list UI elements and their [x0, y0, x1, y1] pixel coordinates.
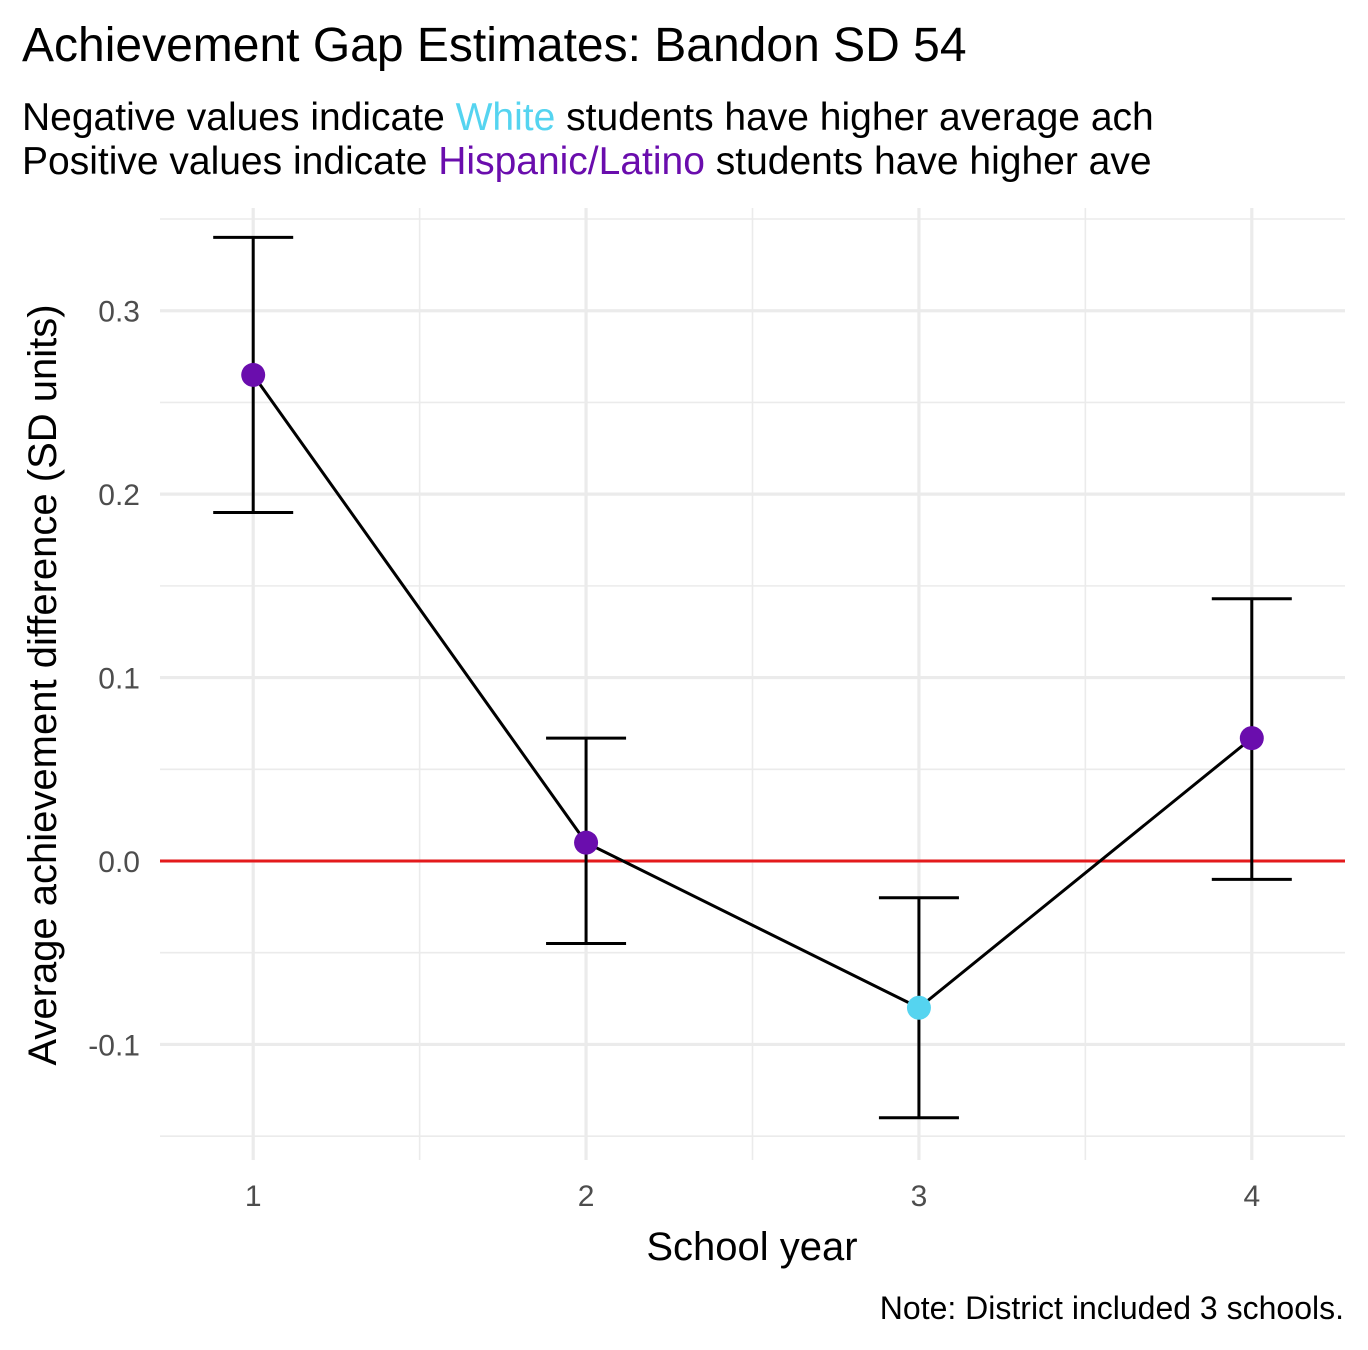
- data-point: [241, 362, 266, 387]
- x-tick-label: 1: [245, 1180, 262, 1213]
- subtitle-hispanic-label: Hispanic/Latino: [438, 140, 705, 183]
- x-tick-label: 4: [1243, 1180, 1260, 1213]
- x-tick-label: 2: [578, 1180, 595, 1213]
- chart-note: Note: District included 3 schools.: [879, 1290, 1344, 1326]
- y-tick-label: -0.1: [88, 1029, 140, 1062]
- y-tick-label: 0.0: [98, 846, 140, 879]
- data-point: [574, 830, 599, 855]
- x-axis-ticks: 1 2 3 4: [245, 1180, 1260, 1213]
- subtitle-1-before: Negative values indicate: [22, 96, 456, 139]
- y-tick-label: 0.1: [98, 663, 140, 696]
- series-line: [251, 374, 1253, 1010]
- grid: [160, 208, 1345, 1160]
- subtitle-line-1: Negative values indicate White students …: [22, 98, 1154, 137]
- subtitle-white-label: White: [455, 96, 556, 139]
- y-axis-title: Average achievement difference (SD units…: [21, 304, 65, 1065]
- x-axis-title: School year: [646, 1225, 857, 1269]
- subtitle-line-2: Positive values indicate Hispanic/Latino…: [22, 142, 1152, 181]
- data-point: [906, 995, 931, 1020]
- x-tick-label: 3: [911, 1180, 928, 1213]
- data-points: [241, 362, 1264, 1020]
- subtitle-2-before: Positive values indicate: [22, 140, 439, 183]
- y-axis-ticks: -0.1 0.0 0.1 0.2 0.3: [88, 296, 140, 1063]
- chart-title: Achievement Gap Estimates: Bandon SD 54: [22, 19, 967, 72]
- data-point: [1239, 726, 1264, 751]
- subtitle-2-after: students have higher ave: [704, 140, 1152, 183]
- y-tick-label: 0.3: [98, 296, 140, 329]
- subtitle-1-after: students have higher average ach: [555, 96, 1154, 139]
- y-tick-label: 0.2: [98, 479, 140, 512]
